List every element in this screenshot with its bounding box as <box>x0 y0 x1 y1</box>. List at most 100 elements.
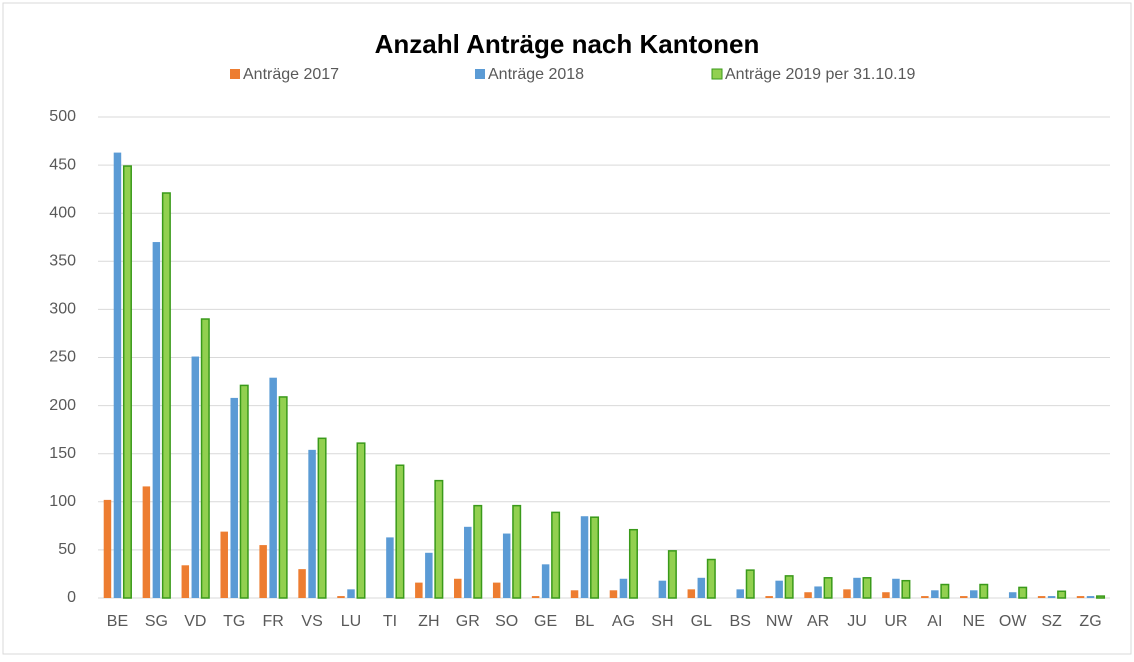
x-tick-label: BS <box>730 613 751 630</box>
x-tick-label: FR <box>262 613 283 630</box>
bar <box>658 580 667 598</box>
legend-label: Anträge 2019 per 31.10.19 <box>725 66 915 83</box>
x-tick-label: UR <box>884 613 907 630</box>
chart-title: Anzahl Anträge nach Kantonen <box>375 29 760 59</box>
legend-swatch <box>711 68 723 80</box>
bar <box>181 565 190 598</box>
x-tick-label: VS <box>301 613 322 630</box>
bar <box>161 192 171 599</box>
y-tick-label: 100 <box>49 493 76 510</box>
bar <box>590 516 600 599</box>
y-tick-label: 400 <box>49 204 76 221</box>
bar <box>308 449 316 598</box>
x-tick-label: GL <box>691 613 712 630</box>
bar <box>1076 596 1085 598</box>
legend-label: Anträge 2017 <box>243 66 339 83</box>
y-tick-label: 250 <box>49 349 76 366</box>
bar <box>230 397 238 598</box>
bar <box>122 165 132 599</box>
bar <box>531 596 540 598</box>
bar <box>784 575 794 599</box>
bar <box>609 590 618 598</box>
bar <box>278 396 288 599</box>
bar <box>103 499 112 598</box>
y-tick-label: 150 <box>49 445 76 462</box>
bar <box>113 152 122 598</box>
x-tick-label: OW <box>999 613 1027 630</box>
bar <box>697 577 706 598</box>
bar <box>628 528 638 599</box>
x-tick-label: AR <box>807 613 829 630</box>
y-tick-label: 500 <box>49 108 76 125</box>
bar <box>745 569 755 599</box>
bar <box>434 479 444 599</box>
bar <box>843 589 851 598</box>
bar <box>386 537 394 598</box>
bar <box>1047 596 1056 598</box>
y-tick-label: 450 <box>49 156 76 173</box>
bar <box>425 552 433 598</box>
bar <box>541 564 550 598</box>
y-tick-label: 200 <box>49 397 76 414</box>
bar <box>259 545 267 598</box>
bar <box>931 590 939 598</box>
x-tick-label: NW <box>766 613 794 630</box>
x-tick-label: SH <box>651 613 673 630</box>
x-tick-label: SO <box>495 613 518 630</box>
bar <box>892 578 900 598</box>
y-tick-label: 0 <box>67 589 76 606</box>
bar <box>337 596 345 598</box>
bar <box>960 596 968 598</box>
bar <box>1037 596 1046 598</box>
bar <box>1057 590 1067 599</box>
x-tick-label: TI <box>383 613 397 630</box>
bar <box>940 583 950 599</box>
x-tick-label: VD <box>184 613 206 630</box>
bar <box>200 318 210 599</box>
bar <box>1086 596 1095 598</box>
bar <box>570 590 579 598</box>
x-tick-label: AG <box>612 613 635 630</box>
bar <box>239 384 249 599</box>
bar <box>142 486 151 598</box>
bar <box>502 533 511 598</box>
bar <box>473 504 483 599</box>
bar <box>551 511 561 599</box>
bar <box>619 578 628 598</box>
bar <box>415 582 423 598</box>
bar <box>1096 595 1106 599</box>
legend-swatch <box>475 69 485 79</box>
bar <box>901 579 911 599</box>
bar <box>814 586 822 598</box>
x-tick-label: ZG <box>1079 613 1101 630</box>
bar <box>191 356 200 598</box>
bar <box>317 437 327 599</box>
bar <box>1018 586 1028 599</box>
bar <box>882 592 890 598</box>
bar <box>347 589 355 598</box>
bar <box>298 569 306 598</box>
x-tick-label: SG <box>145 613 168 630</box>
bar <box>220 531 228 598</box>
x-tick-label: GE <box>534 613 557 630</box>
bar <box>580 516 589 598</box>
x-tick-label: AI <box>927 613 942 630</box>
x-tick-label: SZ <box>1041 613 1062 630</box>
x-tick-label: JU <box>847 613 867 630</box>
bar <box>804 592 812 598</box>
bar <box>765 596 773 598</box>
bar <box>979 583 989 599</box>
bar <box>706 558 716 599</box>
legend-swatch <box>230 69 240 79</box>
bar <box>356 442 366 599</box>
x-tick-label: ZH <box>418 613 439 630</box>
bar <box>152 242 161 598</box>
bar <box>395 464 405 599</box>
x-tick-label: GR <box>456 613 480 630</box>
x-tick-label: BL <box>575 613 595 630</box>
x-tick-label: NE <box>963 613 985 630</box>
bar <box>492 582 501 598</box>
x-tick-label: TG <box>223 613 245 630</box>
